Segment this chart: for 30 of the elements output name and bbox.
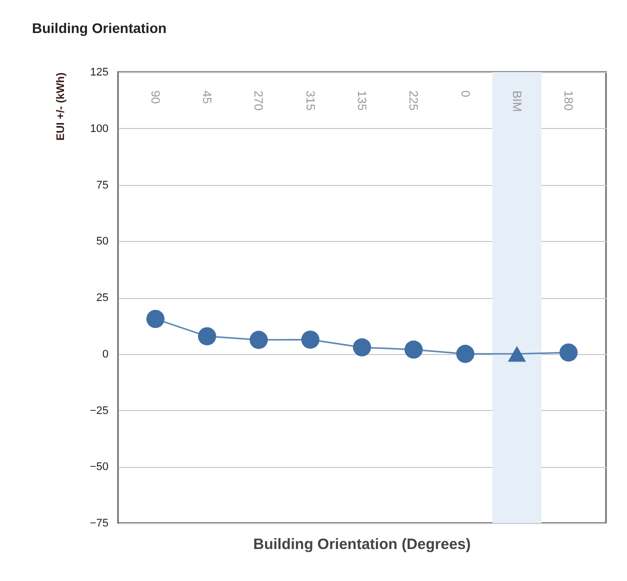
x-tick-label: 315 xyxy=(303,90,318,111)
point xyxy=(146,310,165,328)
y-tick-label: −75 xyxy=(90,518,108,530)
x-axis-title: Building Orientation (Degrees) xyxy=(253,536,471,553)
x-tick-label: 180 xyxy=(562,90,576,111)
point xyxy=(198,327,216,346)
point xyxy=(404,340,423,359)
x-tick-label: 45 xyxy=(200,90,214,104)
y-tick-label: 0 xyxy=(102,348,108,360)
point xyxy=(352,338,372,356)
point xyxy=(559,343,578,362)
point xyxy=(508,346,526,362)
point xyxy=(250,330,268,349)
x-tick-label: 0 xyxy=(458,90,472,98)
chart-title: Building Orientation xyxy=(32,20,167,36)
y-tick-label: −50 xyxy=(90,461,108,474)
x-tick-label: 90 xyxy=(148,90,162,104)
y-tick-label: 50 xyxy=(96,236,108,248)
x-tick-label: 225 xyxy=(406,90,421,111)
x-tick-label: 270 xyxy=(252,90,266,111)
point xyxy=(301,330,320,349)
point xyxy=(456,344,474,363)
x-tick-label: 135 xyxy=(355,90,369,111)
y-tick-label: −25 xyxy=(90,404,108,417)
y-tick-label: 125 xyxy=(90,66,108,78)
y-axis-title: EUI +/- (kWh) xyxy=(54,72,67,141)
x-tick-label: BIM xyxy=(510,90,524,112)
y-tick-label: 100 xyxy=(90,122,108,135)
y-tick-label: 25 xyxy=(96,292,108,304)
y-tick-label: 75 xyxy=(96,179,108,192)
